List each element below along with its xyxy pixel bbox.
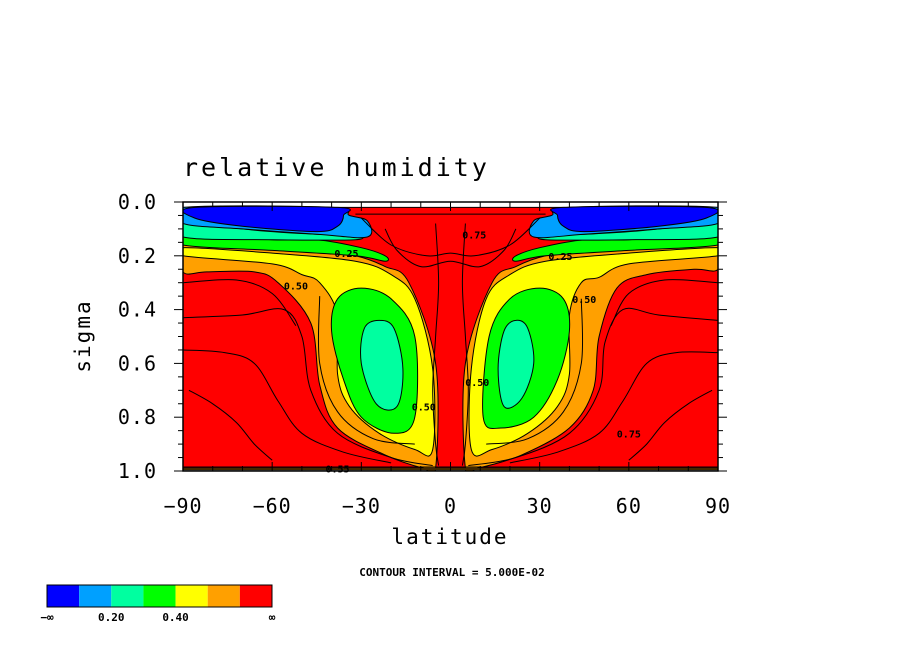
x-tick-label: −30 [342,494,381,518]
contour-labels: 0.25 0.25 0.75 0.50 0.50 0.50 0.50 0.75 0.55 [284,230,641,475]
contour-label-0: 0.25 [334,249,358,260]
y-axis-label: sigma [71,299,95,372]
colorbar-swatch [143,585,176,607]
y-tick-label: 1.0 [118,459,157,483]
contour-region-11 [497,319,535,409]
x-tick-label: −60 [253,494,292,518]
x-tick-label: 90 [705,494,731,518]
contour-interval-note: CONTOUR INTERVAL = 5.000E-02 [359,566,544,579]
colorbar-frame [46,584,273,608]
contour-line-2 [183,349,392,464]
y-tick-label: 0.0 [118,190,157,214]
colorbar-swatch [175,585,208,607]
contour-line-0 [183,308,433,467]
x-tick-label: −90 [163,494,202,518]
y-tick-label: 0.2 [118,244,157,268]
y-tick-labels: 0.0 0.2 0.4 0.6 0.8 1.0 [118,190,157,483]
contour-line-7 [461,223,469,466]
y-tick-label: 0.8 [118,405,157,429]
x-axis-label: latitude [391,525,508,549]
contour-label-1: 0.25 [548,252,572,263]
contour-fills [183,202,718,471]
x-tick-label: 30 [527,494,553,518]
contour-line-13 [317,296,415,445]
contour-line-5 [628,389,713,461]
colorbar-swatch [111,585,144,607]
colorbar-swatch [47,585,80,607]
contour-line-12 [610,279,718,326]
y-tick-label: 0.6 [118,351,157,375]
contour-label-8: 0.55 [326,464,350,475]
axis-ticks [174,201,727,472]
contour-line-3 [509,351,718,464]
contour-line-11 [183,279,297,326]
contour-line-14 [486,298,584,445]
chart-title: relative humidity [183,153,490,182]
colorbar-label: 0.20 [98,611,125,624]
x-tick-label: 60 [616,494,642,518]
contour-line-9 [360,217,541,257]
colorbar-swatch [79,585,112,607]
contour-region-16 [183,205,351,233]
contour-label-3: 0.50 [284,281,308,292]
colorbar-swatch [207,585,240,607]
contour-label-4: 0.50 [572,295,596,306]
colorbar-label: ∞ [269,611,276,624]
colorbar-label: −∞ [40,611,54,624]
contour-line-6 [432,223,440,466]
contour-region-10 [360,319,404,411]
contour-line-8 [384,228,517,268]
colorbar-swatch [239,585,272,607]
y-tick-label: 0.4 [118,298,157,322]
x-tick-labels: −90 −60 −30 0 30 60 90 [163,494,731,518]
contour-region-17 [550,205,718,233]
contour-label-6: 0.50 [465,378,489,389]
contour-line-1 [468,307,718,467]
contour-label-2: 0.75 [462,230,486,241]
colorbar: −∞ 0.20 0.40 ∞ [40,584,276,624]
contour-label-5: 0.50 [412,402,436,413]
x-tick-label: 0 [444,494,457,518]
contour-label-7: 0.75 [617,429,641,440]
contour-line-4 [188,389,273,461]
colorbar-label: 0.40 [162,611,189,624]
